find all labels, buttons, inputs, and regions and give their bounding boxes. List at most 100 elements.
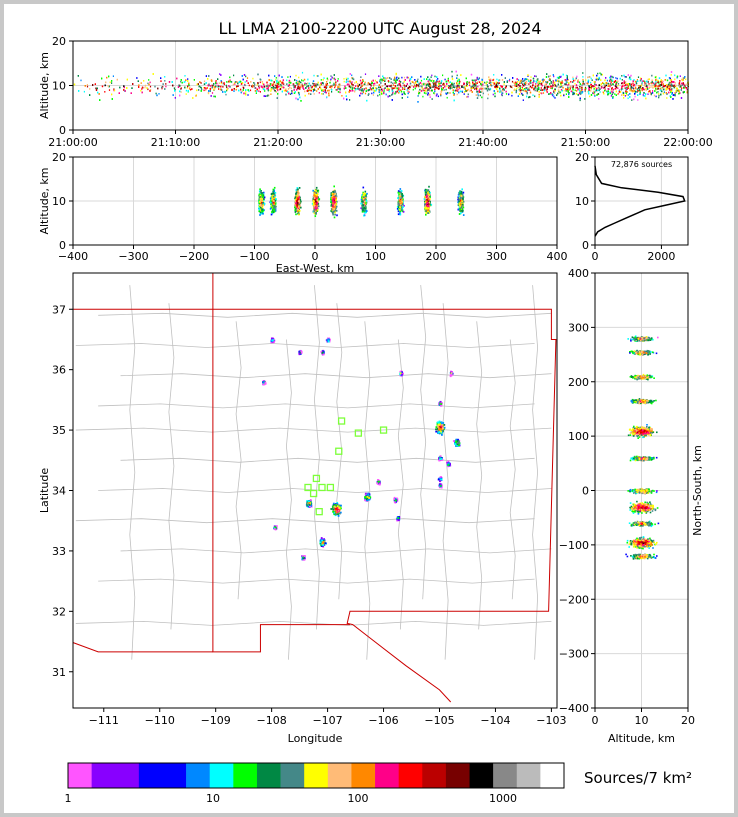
source-point <box>664 84 667 87</box>
source-point <box>257 73 259 76</box>
source-point <box>674 85 676 88</box>
source-point <box>626 83 628 86</box>
ew-sources <box>258 185 465 219</box>
source-point <box>540 87 542 89</box>
source-point <box>678 83 680 85</box>
source-point <box>567 90 569 92</box>
source-point <box>215 85 217 88</box>
source-point <box>476 89 478 91</box>
source-point <box>435 94 438 97</box>
source-point <box>607 88 609 90</box>
source-point <box>451 86 453 89</box>
source-point <box>349 89 351 92</box>
source-point <box>598 86 600 89</box>
source-point <box>351 88 353 90</box>
source-point <box>422 89 424 91</box>
source-point <box>549 93 551 95</box>
source-point <box>299 96 301 99</box>
source-point <box>244 84 246 87</box>
source-point <box>665 74 667 77</box>
source-point <box>546 87 548 89</box>
source-point <box>526 87 528 89</box>
source-point <box>559 86 561 88</box>
source-point <box>374 87 377 89</box>
source-point <box>548 75 550 78</box>
source-point <box>520 89 522 92</box>
source-point <box>421 83 423 85</box>
source-point <box>627 83 629 85</box>
source-point <box>214 86 216 88</box>
source-point <box>627 87 629 89</box>
source-point <box>469 90 471 92</box>
source-point <box>535 83 537 85</box>
source-point <box>354 87 356 89</box>
source-point <box>398 90 400 93</box>
source-point <box>359 94 361 97</box>
source-point <box>612 76 614 79</box>
source-point <box>578 87 580 90</box>
source-point <box>306 82 309 85</box>
source-point <box>518 88 520 91</box>
source-point <box>193 79 195 81</box>
source-point <box>584 88 586 91</box>
source-point <box>680 89 682 91</box>
source-point <box>566 79 568 82</box>
source-point <box>629 96 631 98</box>
source-point <box>337 91 340 93</box>
source-point <box>515 91 517 94</box>
source-point <box>253 85 255 87</box>
source-point <box>345 87 347 89</box>
source-point <box>671 80 673 83</box>
source-point <box>666 97 668 99</box>
source-point <box>623 74 625 77</box>
source-point <box>277 83 279 85</box>
source-point <box>425 87 428 90</box>
source-point <box>609 92 611 95</box>
source-point <box>453 89 455 92</box>
source-point <box>430 76 432 78</box>
source-point <box>478 77 480 79</box>
source-point <box>309 84 312 87</box>
source-point <box>475 85 477 88</box>
source-point <box>402 87 404 90</box>
source-point <box>486 89 489 92</box>
source-point <box>310 89 312 92</box>
source-point <box>323 86 325 89</box>
source-point <box>279 80 281 82</box>
source-point <box>577 94 579 96</box>
source-point <box>423 78 425 80</box>
source-point <box>604 79 606 82</box>
source-point <box>243 87 245 89</box>
source-point <box>184 86 186 89</box>
source-point <box>366 83 369 86</box>
source-point <box>570 90 572 93</box>
source-point <box>642 80 644 82</box>
source-point <box>209 85 211 87</box>
source-point <box>224 91 226 93</box>
source-point <box>605 84 607 87</box>
source-point <box>272 86 274 89</box>
source-point <box>637 90 639 92</box>
source-point <box>294 79 296 81</box>
source-point <box>282 86 284 89</box>
source-point <box>523 84 525 87</box>
source-point <box>519 85 521 87</box>
source-point <box>484 81 486 84</box>
source-point <box>192 97 194 99</box>
source-point <box>526 78 528 81</box>
source-point <box>670 81 672 84</box>
source-point <box>537 85 539 87</box>
source-point <box>641 89 643 91</box>
source-point <box>545 85 547 87</box>
source-point <box>669 89 671 91</box>
source-point <box>211 84 213 87</box>
source-point <box>453 99 455 102</box>
source-point <box>504 87 506 89</box>
source-point <box>615 81 617 84</box>
source-point <box>295 97 297 100</box>
figure-title: LL LMA 2100-2200 UTC August 28, 2024 <box>218 19 541 38</box>
source-point <box>560 82 562 85</box>
source-point <box>546 86 548 88</box>
source-point <box>498 82 500 84</box>
source-point <box>632 86 634 89</box>
